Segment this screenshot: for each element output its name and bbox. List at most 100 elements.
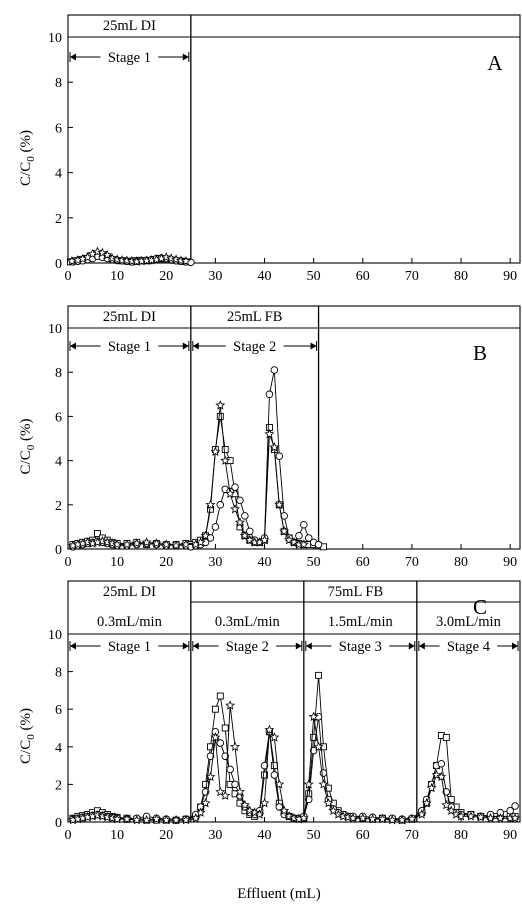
y-tick-label: 2	[55, 778, 62, 793]
x-tick-label: 60	[356, 555, 370, 570]
data-point-square	[324, 784, 332, 792]
data-point-square	[94, 530, 101, 537]
stage-arrow: Stage 2	[192, 639, 303, 655]
data-point-star	[200, 530, 211, 540]
panel-b: 0 2 4 6 8 10 0 10 20 30 40 50 60 70 80 90 C/C0 (%) 25mL D…	[18, 305, 521, 570]
stage-label: Stage 1	[108, 50, 151, 66]
data-point-star	[171, 540, 182, 550]
data-point-star	[225, 700, 236, 710]
data-point-circle	[236, 496, 244, 505]
data-point-star	[195, 807, 206, 817]
data-point-star	[121, 813, 132, 824]
data-point-circle	[309, 746, 318, 755]
data-point-circle	[241, 512, 249, 520]
data-point-star	[205, 771, 216, 782]
data-point-circle	[246, 527, 254, 536]
data-point-star	[456, 811, 467, 821]
x-tick-label: 80	[454, 828, 468, 843]
data-point-star	[406, 813, 417, 824]
x-tick-label: 70	[405, 555, 419, 570]
x-tick-label: 40	[258, 828, 272, 843]
data-point-star	[436, 771, 447, 782]
plot-frame	[67, 305, 521, 550]
data-point-circle	[437, 759, 446, 768]
data-point-star	[161, 539, 172, 549]
data-point-star	[323, 797, 334, 808]
data-point-star	[279, 526, 290, 536]
data-point-circle	[216, 501, 225, 509]
data-point-star	[161, 814, 172, 825]
x-tick-label: 30	[208, 269, 222, 284]
data-point-star	[510, 812, 521, 823]
x-tick-label: 80	[454, 269, 468, 284]
panel-letter: B	[473, 341, 487, 365]
x-tick-label: 20	[159, 828, 173, 843]
data-point-star	[289, 812, 299, 823]
data-point-star	[215, 400, 226, 410]
x-tick-label: 10	[110, 555, 124, 570]
region-label: 3.0mL/min	[436, 614, 502, 630]
stage-arrow: Stage 1	[69, 339, 190, 355]
data-point-star	[313, 741, 324, 752]
data-point-star	[102, 812, 113, 822]
data-point-star	[328, 805, 339, 815]
data-point-star	[190, 812, 201, 823]
data-point-star	[338, 811, 349, 821]
data-point-star	[465, 811, 476, 821]
x-tick-label: 0	[65, 828, 72, 843]
data-point-star	[234, 517, 245, 527]
data-point-star	[161, 252, 172, 262]
y-axis-title: C/C0 (%)	[18, 130, 37, 186]
data-point-square	[216, 412, 224, 420]
data-point-star	[416, 809, 427, 819]
x-tick-label: 90	[503, 828, 517, 843]
data-point-star	[171, 814, 182, 825]
data-point-star	[421, 797, 432, 808]
y-tick-label: 4	[55, 455, 62, 470]
data-point-square	[207, 743, 214, 751]
series-circle	[69, 366, 323, 551]
x-tick-label: 50	[307, 269, 321, 284]
panel-c: 0 2 4 6 8 10 0 10 20 30 40 50 60 70 80 90 C/C0 (%) Efflue…	[18, 580, 521, 902]
data-point-star	[274, 779, 285, 789]
stage-label: Stage 3	[339, 639, 382, 655]
data-point-square	[261, 771, 268, 779]
y-tick-label: 8	[55, 366, 62, 381]
region-label: 25mL DI	[103, 309, 156, 325]
data-point-star	[102, 537, 113, 547]
data-point-star	[377, 813, 388, 824]
data-point-circle	[216, 739, 225, 747]
data-point-star	[112, 254, 123, 264]
panel-a: 0 2 4 6 8 10 0 10 20 30 40 50 60 70 80 90 C/C0 (%) 25mL D…	[18, 14, 521, 284]
data-point-star	[298, 539, 309, 549]
data-point-square	[202, 780, 210, 788]
data-point-star	[180, 255, 191, 266]
x-tick-label: 60	[356, 269, 370, 284]
x-axis-title: Effluent (mL)	[237, 886, 320, 902]
data-point-star	[97, 536, 108, 546]
x-tick-label: 10	[110, 269, 124, 284]
region-label: 25mL DI	[103, 584, 156, 600]
data-point-star	[357, 812, 368, 823]
data-point-star	[205, 499, 216, 510]
y-tick-label: 10	[48, 322, 62, 337]
x-tick-label: 70	[405, 269, 419, 284]
data-point-star	[234, 786, 245, 797]
data-point-star	[82, 537, 93, 547]
data-point-circle	[231, 780, 239, 789]
data-point-star	[107, 253, 118, 263]
series-star	[67, 700, 521, 825]
x-tick-label: 10	[110, 828, 124, 843]
data-point-star	[131, 814, 142, 825]
data-point-circle	[265, 390, 274, 399]
data-point-circle	[206, 752, 215, 760]
data-point-star	[107, 538, 118, 548]
data-point-star	[141, 537, 152, 547]
data-point-star	[107, 812, 118, 823]
data-point-circle	[304, 534, 313, 542]
data-point-star	[343, 812, 354, 822]
y-tick-label: 2	[55, 212, 62, 227]
x-tick-label: 90	[503, 269, 517, 284]
series-square	[69, 412, 327, 551]
